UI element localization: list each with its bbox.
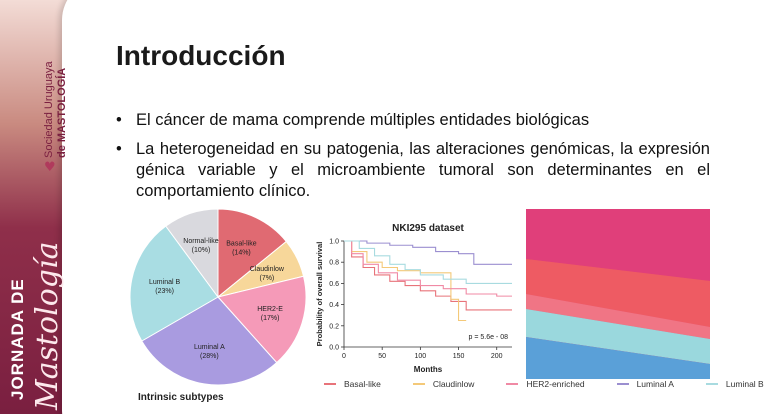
km-series-line — [344, 240, 467, 322]
org-name-line1: Sociedad Uruguaya — [43, 61, 55, 158]
pie-slice — [217, 209, 288, 299]
pie-slice — [141, 296, 278, 386]
pie-slice-label: Basal-like — [226, 241, 256, 248]
km-y-tick-label: 0.4 — [329, 302, 339, 309]
bullet-item: La heterogeneidad en su patogenia, las a… — [116, 139, 710, 202]
pie-slice — [129, 225, 219, 342]
survival-chart: NKI295 dataset 0.0 0.2 0.4 0.6 0.8 1.0 0 50 100 15… — [315, 223, 512, 374]
pie-slice-label: Claudinlow — [250, 266, 285, 273]
pie-slice-label: Luminal A — [194, 344, 225, 351]
heat-band-pink — [526, 294, 710, 339]
subtype-figure: Basal-like (14%) Claudinlow (7%) HER2-E (17%)… — [128, 209, 764, 405]
legend-item: Claudinlow — [412, 379, 475, 389]
km-series-line — [344, 240, 512, 265]
heat-band-magenta — [526, 209, 710, 281]
bullet-item: El cáncer de mama comprende múltiples en… — [116, 110, 710, 131]
legend-label: Luminal A — [636, 379, 674, 389]
pie-slice — [217, 275, 307, 364]
pie-slice-value: (10%) — [192, 247, 211, 254]
heat-band-blue — [526, 337, 710, 379]
legend-label: Luminal B — [725, 379, 764, 389]
slide-title: Introducción — [116, 40, 286, 71]
survival-legend: Basal-like Claudinlow HER2-enriched Luminal… — [324, 379, 764, 389]
km-x-label: Months — [414, 365, 443, 374]
gene-expression-panel — [526, 209, 710, 379]
km-y-label: Probability of overall survival — [315, 242, 324, 347]
heart-logo-icon: ♥ — [44, 160, 56, 175]
legend-item: Basal-like — [324, 379, 381, 389]
km-series-line — [344, 240, 512, 284]
legend-item: HER2-enriched — [506, 379, 585, 389]
km-series-line — [344, 240, 512, 297]
legend-swatch — [616, 383, 629, 385]
heat-band-red — [526, 259, 710, 327]
pie-slice — [165, 209, 219, 299]
km-y-tick-label: 0.0 — [329, 345, 339, 352]
figure-canvas: Basal-like (14%) Claudinlow (7%) HER2-E (17%)… — [129, 209, 710, 386]
km-x-tick-label: 50 — [378, 353, 386, 360]
pie-slice-label: Luminal B — [149, 279, 180, 286]
legend-item: Luminal A — [616, 379, 674, 389]
pie-slice-value: (23%) — [155, 288, 174, 295]
pie-slice-value: (17%) — [261, 315, 280, 322]
pie-slice-value: (14%) — [232, 250, 251, 257]
legend-item: Luminal B — [705, 379, 764, 389]
km-pvalue: p = 5.6e - 08 — [468, 334, 508, 341]
legend-label: Claudinlow — [432, 379, 475, 389]
km-y-tick-label: 0.2 — [329, 323, 339, 330]
km-x-tick-label: 100 — [415, 353, 427, 360]
pie-slice-label: HER2-E — [257, 306, 283, 313]
legend-swatch — [705, 383, 718, 385]
pie-chart: Basal-like (14%) Claudinlow (7%) HER2-E (17%)… — [129, 209, 307, 386]
org-name-line2: de MASTOLOGÍA — [56, 67, 68, 158]
km-x-tick-label: 150 — [453, 353, 465, 360]
legend-swatch — [506, 383, 519, 385]
km-y-tick-label: 1.0 — [329, 239, 339, 246]
heat-band-cyan — [526, 309, 710, 364]
event-label: JORNADA DE — [8, 278, 27, 400]
km-x-tick-label: 0 — [342, 353, 346, 360]
pie-slice-value: (28%) — [200, 353, 219, 360]
legend-label: Basal-like — [344, 379, 381, 389]
legend-swatch — [324, 383, 336, 385]
event-script-title: Mastología — [30, 241, 65, 410]
bullet-list: El cáncer de mama comprende múltiples en… — [116, 110, 710, 210]
sidebar-banner — [0, 0, 92, 414]
pie-slice-label: Normal-like — [183, 238, 219, 245]
pie-caption: Intrinsic subtypes — [138, 392, 224, 403]
pie-slice-value: (7%) — [259, 275, 274, 282]
legend-swatch — [412, 383, 425, 385]
legend-label: HER2-enriched — [526, 379, 585, 389]
km-x-tick-label: 200 — [491, 353, 503, 360]
km-y-tick-label: 0.6 — [329, 281, 339, 288]
km-y-tick-label: 0.8 — [329, 260, 339, 267]
km-title: NKI295 dataset — [392, 223, 464, 234]
